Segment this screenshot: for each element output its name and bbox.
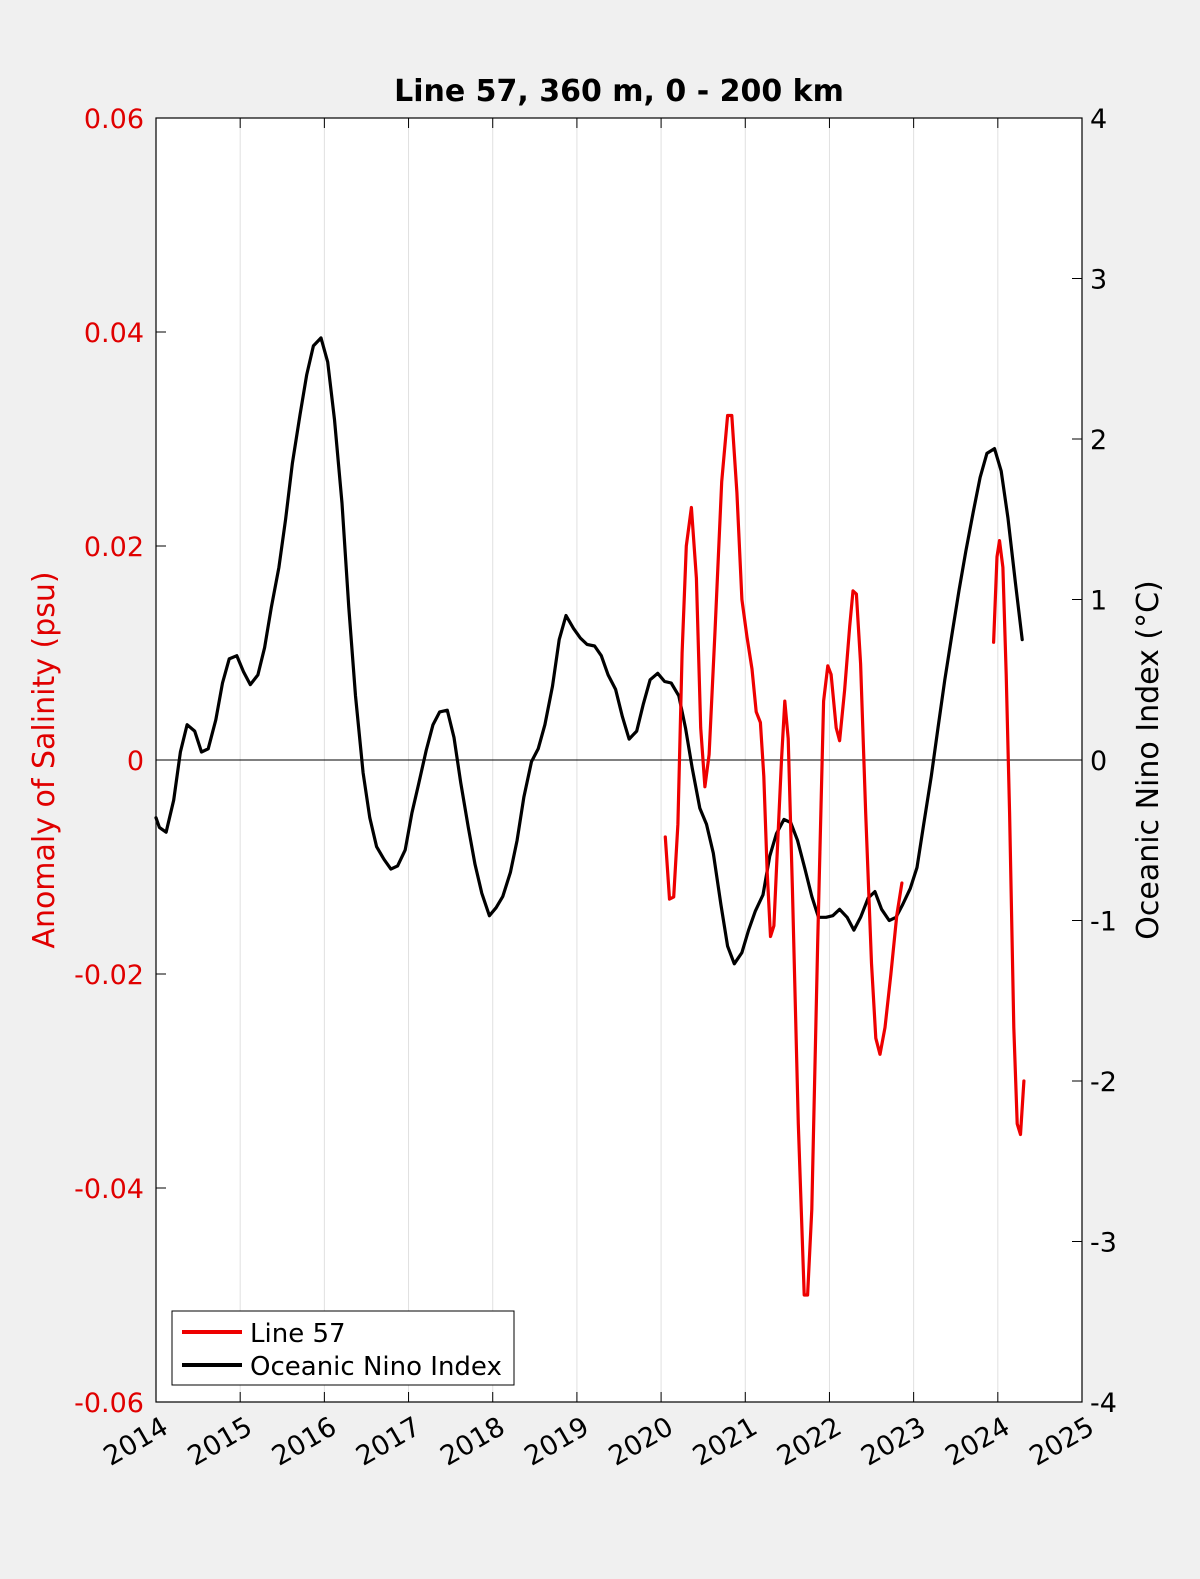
y-right-tick-label: 0 (1090, 746, 1107, 777)
x-tick-label: 2015 (183, 1411, 258, 1472)
x-tick-label: 2020 (604, 1411, 679, 1472)
y-right-tick-label: 2 (1090, 425, 1107, 456)
y-right-tick-label: 1 (1090, 586, 1107, 617)
x-tick-label: 2025 (1024, 1411, 1099, 1472)
x-tick-label: 2018 (435, 1411, 510, 1472)
series-line-line57-segment-2 (991, 538, 1026, 1137)
legend-label-oni: Oceanic Nino Index (250, 1352, 502, 1382)
y-right-tick-label: -4 (1090, 1388, 1117, 1419)
y-right-tick-label: 3 (1090, 265, 1107, 296)
y-left-tick-label: -0.04 (74, 1174, 144, 1205)
x-tick-label: 2017 (351, 1411, 426, 1472)
y-right-tick-label: -2 (1090, 1067, 1117, 1098)
series-line-oni (154, 336, 1024, 966)
series-line-line57-segment-1 (663, 413, 904, 1297)
legend: Line 57 Oceanic Nino Index (171, 1310, 515, 1386)
y-left-tick-label: 0.06 (84, 104, 144, 135)
y-left-tick-label: 0.02 (84, 532, 144, 563)
x-tick-label: 2014 (98, 1411, 173, 1472)
y-right-tick-label: -1 (1090, 907, 1117, 938)
y-left-tick-label: 0 (127, 746, 144, 777)
legend-box (171, 1310, 515, 1386)
series-layer (154, 336, 1026, 1297)
y-left-tick-label: 0.04 (84, 318, 144, 349)
y-right-tick-label: 4 (1090, 104, 1107, 135)
y-left-tick-label: -0.06 (74, 1388, 144, 1419)
x-tick-label: 2024 (940, 1411, 1015, 1472)
y-axis-label-right: Oceanic Nino Index (°C) (1131, 580, 1166, 940)
x-tick-label: 2021 (688, 1411, 763, 1472)
x-tick-label: 2019 (519, 1411, 594, 1472)
y-axis-label-left: Anomaly of Salinity (psu) (27, 571, 62, 948)
y-left-tick-label: -0.02 (74, 960, 144, 991)
chart-title: Line 57, 360 m, 0 - 200 km (394, 74, 844, 109)
x-tick-label: 2022 (772, 1411, 847, 1472)
x-tick-label: 2023 (856, 1411, 931, 1472)
legend-label-line57: Line 57 (250, 1319, 346, 1349)
y-right-tick-label: -3 (1090, 1228, 1117, 1259)
x-tick-label: 2016 (267, 1411, 342, 1472)
